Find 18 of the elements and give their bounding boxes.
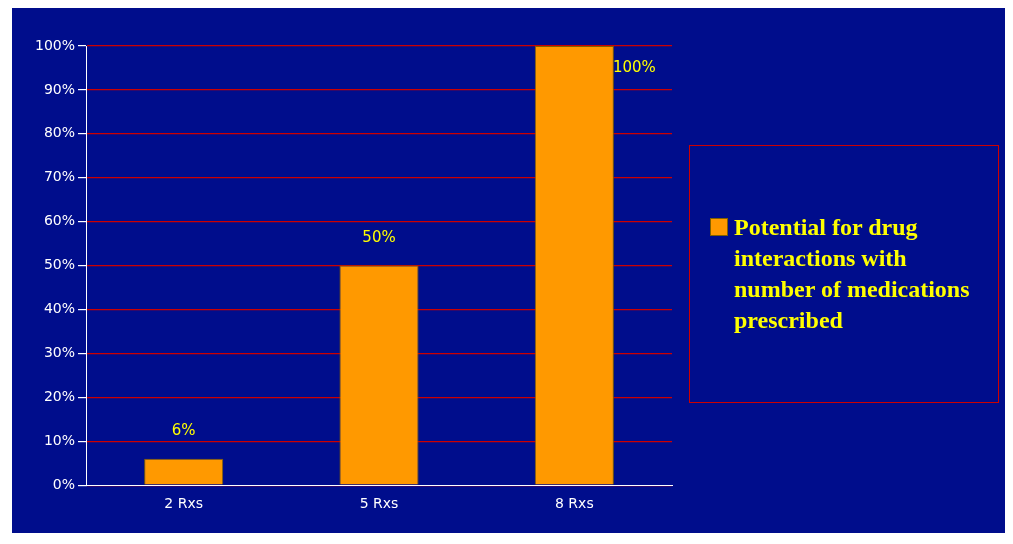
y-tick-label: 70% bbox=[43, 168, 76, 185]
text: 100% bbox=[612, 58, 656, 77]
y-tick-label: 0% bbox=[52, 475, 76, 492]
y-tick-label: 20% bbox=[43, 388, 76, 404]
legend-label: Potential for drug interactions with number of medications prescribed bbox=[734, 213, 971, 335]
text: 6% bbox=[171, 421, 196, 440]
x-tick-label: 5 Rxs bbox=[359, 495, 399, 512]
y-tick-label: 90% bbox=[43, 80, 76, 97]
y-tick-label: 50% bbox=[43, 256, 76, 273]
text: 50% bbox=[362, 227, 396, 246]
x-tick-label: 8 Rxs bbox=[555, 495, 594, 512]
x-tick-label: 2 Rxs bbox=[164, 495, 204, 512]
y-tick-label: 100% bbox=[34, 36, 76, 53]
y-tick-label: 10% bbox=[43, 431, 76, 448]
y-tick-label: 60% bbox=[43, 212, 76, 229]
y-tick-label: 30% bbox=[43, 344, 76, 361]
y-tick-label: 80% bbox=[43, 124, 76, 141]
y-tick-label: 40% bbox=[43, 300, 76, 317]
